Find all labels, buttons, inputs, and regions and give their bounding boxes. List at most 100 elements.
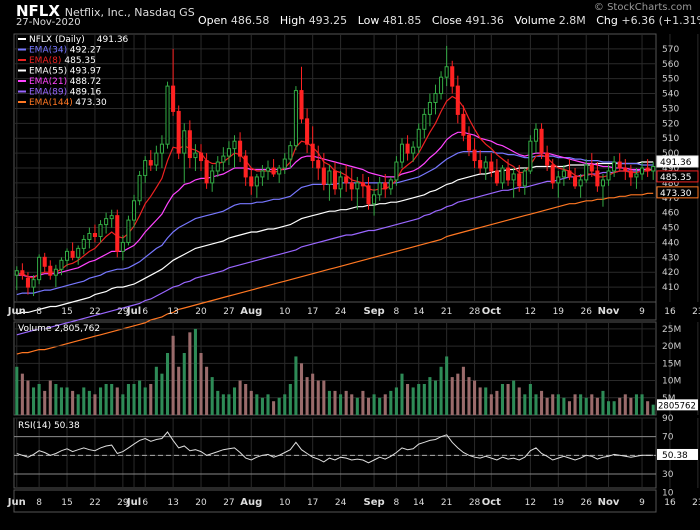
candle-body [98, 224, 103, 237]
x-tick-label: 13 [167, 498, 178, 508]
legend-value: 492.27 [70, 46, 102, 56]
volume-bar [260, 397, 264, 415]
volume-bar [361, 390, 365, 415]
volume-value: 2.8M [558, 14, 586, 27]
volume-bar [579, 394, 583, 415]
price-tick-label: 430 [662, 253, 679, 263]
legend-label: NFLX (Daily) [29, 35, 85, 45]
candle-body [104, 218, 109, 226]
x-tick-label: 12 [525, 307, 536, 317]
volume-bar [177, 366, 181, 415]
candle-body [299, 90, 304, 120]
candle-body [271, 167, 276, 175]
candle-body [539, 128, 544, 154]
volume-bar [238, 380, 242, 415]
candle-body [31, 279, 36, 288]
volume-bar [98, 387, 103, 415]
volume-bar [121, 394, 125, 415]
candle-body [383, 182, 388, 190]
candle-body [461, 113, 466, 136]
volume-bar [244, 384, 248, 415]
x-tick-label: 19 [553, 498, 565, 508]
candle-body [293, 90, 298, 147]
volume-bar [115, 387, 119, 415]
low-value: 481.85 [382, 14, 422, 27]
candle-body [584, 164, 589, 181]
rsi-last-tag [657, 448, 698, 460]
volume-bar [210, 377, 214, 415]
candle-body [405, 143, 410, 154]
x-tick-label: 16 [664, 498, 676, 508]
volume-bar [227, 394, 231, 415]
price-tick-label: 540 [662, 90, 679, 100]
candle-body [612, 161, 617, 172]
x-tick-label: 23 [692, 498, 700, 508]
rsi-last-label: 50.38 [662, 451, 688, 461]
volume-bar [383, 394, 387, 415]
price-tick-label: 550 [662, 75, 679, 85]
volume-bar [54, 384, 58, 415]
rsi-line [16, 431, 654, 464]
candle-body [215, 161, 220, 172]
x-tick-label: 17 [307, 498, 318, 508]
volume-bar [232, 387, 237, 415]
candle-body [182, 130, 187, 154]
candle-body [623, 167, 628, 172]
x-tick-label: 20 [195, 498, 207, 508]
volume-bar [48, 380, 52, 415]
last-value-label: 485.35 [660, 173, 692, 183]
candle-body [14, 270, 19, 276]
candle-body [511, 173, 516, 181]
volume-last-label: 2805762 [658, 401, 696, 411]
x-tick-label: 27 [223, 307, 234, 317]
x-tick-label: 15 [61, 498, 72, 508]
ticker-symbol: NFLX [16, 2, 60, 20]
volume-bar [372, 394, 376, 415]
rsi-tick-label: 30 [662, 470, 674, 480]
candle-body [455, 85, 460, 115]
volume-tick-label: 5M [662, 394, 676, 404]
volume-bar [71, 390, 75, 415]
candle-body [120, 241, 125, 252]
candle-body [210, 170, 215, 184]
candle-body [388, 179, 393, 190]
volume-bar [59, 387, 63, 415]
volume-bar [640, 394, 644, 415]
rsi-tick-label: 70 [662, 433, 674, 443]
volume-bar [272, 401, 276, 415]
x-tick-label: Oct [482, 306, 501, 317]
volume-bar [138, 380, 142, 415]
candle-body [148, 160, 153, 166]
volume-bar [506, 384, 510, 415]
volume-panel-title: Volume 2,805,762 [18, 324, 100, 334]
high-label: High [279, 14, 306, 27]
volume-bar [567, 401, 572, 415]
volume-bar [456, 373, 460, 415]
candle-body [634, 173, 639, 178]
candle-body [316, 160, 321, 169]
candle-body [545, 152, 550, 166]
volume-bar [422, 384, 426, 415]
volume-bar [165, 353, 170, 415]
candle-body [494, 170, 499, 184]
x-tick-label: 20 [195, 307, 207, 317]
candle-body [573, 176, 578, 187]
candle-body [109, 215, 114, 220]
candle-body [349, 182, 354, 190]
volume-bar [294, 356, 298, 415]
volume-bar [339, 394, 343, 415]
volume-bar [517, 387, 521, 415]
change-value: +6.36 (+1.31%) [621, 14, 700, 27]
ema21-line [16, 131, 654, 278]
volume-bar [473, 380, 477, 415]
candle-body [48, 265, 53, 276]
candle-body [500, 167, 505, 184]
candle-body [600, 179, 606, 187]
candle-body [427, 101, 432, 115]
candle-body [143, 160, 148, 176]
volume-bar [32, 387, 36, 415]
candle-body [439, 76, 444, 95]
volume-bar [143, 387, 147, 415]
volume-bar [149, 384, 153, 415]
price-tick-label: 520 [662, 119, 679, 129]
